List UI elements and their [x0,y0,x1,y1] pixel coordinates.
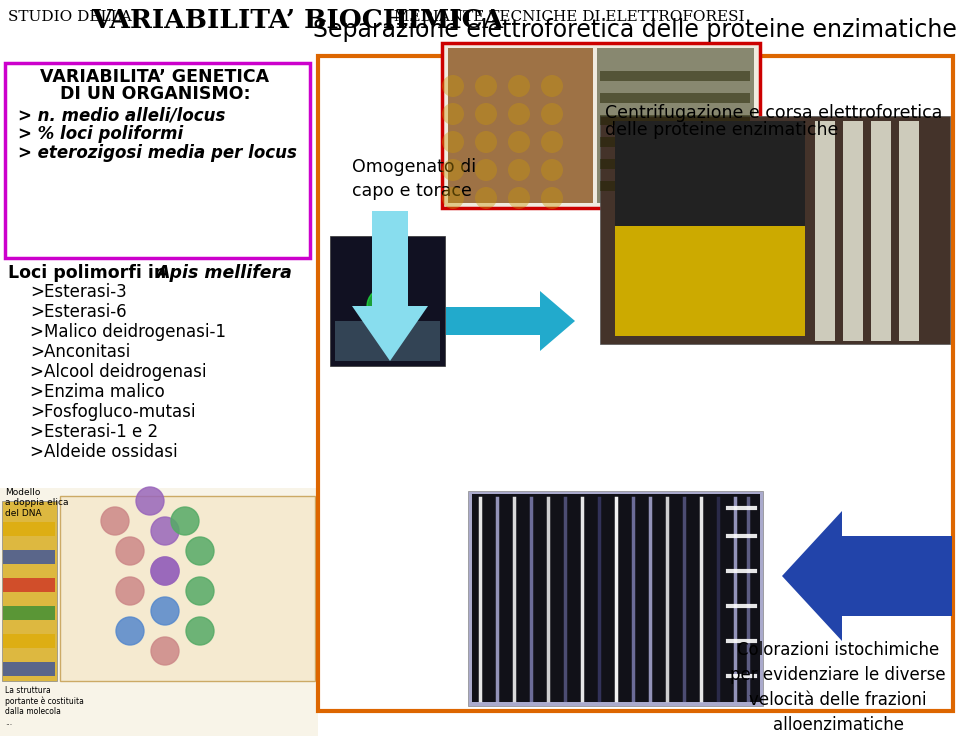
Circle shape [475,103,497,125]
Polygon shape [446,307,540,335]
FancyBboxPatch shape [335,321,440,361]
Polygon shape [842,536,952,616]
Text: >Enzima malico: >Enzima malico [30,383,165,401]
Circle shape [475,159,497,181]
Text: >Malico deidrogenasi-1: >Malico deidrogenasi-1 [30,323,226,341]
Text: Separazione elettroforetica delle proteine enzimatiche: Separazione elettroforetica delle protei… [313,18,957,42]
Circle shape [475,75,497,97]
Text: Loci polimorfi in: Loci polimorfi in [8,264,172,282]
FancyBboxPatch shape [3,662,55,676]
Circle shape [116,577,144,605]
FancyBboxPatch shape [815,121,835,341]
Circle shape [442,187,464,209]
Text: Apis mellifera: Apis mellifera [156,264,292,282]
Text: >Fosfogluco-mutasi: >Fosfogluco-mutasi [30,403,196,421]
Circle shape [151,597,179,625]
Circle shape [151,557,179,585]
Text: >Esterasi-6: >Esterasi-6 [30,303,127,321]
FancyBboxPatch shape [3,578,55,592]
Circle shape [116,617,144,645]
Text: >Esterasi-3: >Esterasi-3 [30,283,127,301]
FancyBboxPatch shape [330,236,445,366]
Circle shape [541,103,563,125]
Text: > n. medio alleli/locus: > n. medio alleli/locus [18,106,226,124]
Circle shape [541,75,563,97]
Circle shape [136,487,164,515]
FancyBboxPatch shape [468,491,763,706]
Circle shape [367,288,403,324]
Circle shape [116,537,144,565]
FancyBboxPatch shape [600,159,750,169]
Circle shape [541,159,563,181]
FancyBboxPatch shape [0,488,318,736]
FancyBboxPatch shape [600,181,750,191]
Text: >Anconitasi: >Anconitasi [30,343,131,361]
Circle shape [186,617,214,645]
FancyBboxPatch shape [597,48,754,203]
Circle shape [508,131,530,153]
Polygon shape [782,511,842,641]
Text: MEDIANTE TECNICHE DI ELETTROFORESI: MEDIANTE TECNICHE DI ELETTROFORESI [389,10,745,24]
Circle shape [442,103,464,125]
FancyBboxPatch shape [3,634,55,648]
Circle shape [186,537,214,565]
Circle shape [101,507,129,535]
Text: Omogenato di
capo e torace: Omogenato di capo e torace [352,158,476,199]
Text: VARIABILITA’ GENETICA: VARIABILITA’ GENETICA [40,68,270,86]
FancyBboxPatch shape [600,115,750,125]
Circle shape [541,187,563,209]
Circle shape [442,131,464,153]
FancyBboxPatch shape [600,116,950,344]
FancyBboxPatch shape [600,93,750,103]
Circle shape [442,159,464,181]
Text: delle proteine enzimatiche: delle proteine enzimatiche [605,121,838,139]
FancyBboxPatch shape [2,501,57,681]
Text: La struttura
portante è costituita
dalla molecola
...: La struttura portante è costituita dalla… [5,686,84,727]
Circle shape [475,131,497,153]
Text: > eterozigosi media per locus: > eterozigosi media per locus [18,144,297,162]
Text: VARIABILITA’ BIOCHIMICA: VARIABILITA’ BIOCHIMICA [91,8,503,33]
Text: >Aldeide ossidasi: >Aldeide ossidasi [30,443,178,461]
FancyBboxPatch shape [3,550,55,564]
Circle shape [508,159,530,181]
FancyBboxPatch shape [600,137,750,147]
FancyBboxPatch shape [5,63,310,258]
Circle shape [508,75,530,97]
Text: DI UN ORGANISMO:: DI UN ORGANISMO: [60,85,251,103]
Polygon shape [540,291,575,351]
Circle shape [186,577,214,605]
Text: > % loci poliformi: > % loci poliformi [18,125,183,143]
FancyBboxPatch shape [615,226,805,336]
FancyBboxPatch shape [472,494,760,702]
FancyBboxPatch shape [3,522,55,536]
Circle shape [151,557,179,585]
FancyBboxPatch shape [448,48,593,203]
Text: STUDIO DELLA: STUDIO DELLA [8,10,136,24]
FancyBboxPatch shape [899,121,919,341]
FancyBboxPatch shape [60,496,315,681]
FancyBboxPatch shape [871,121,891,341]
Circle shape [151,517,179,545]
FancyBboxPatch shape [3,606,55,620]
Circle shape [508,103,530,125]
FancyBboxPatch shape [843,121,863,341]
Circle shape [171,507,199,535]
FancyBboxPatch shape [442,43,760,208]
Circle shape [442,75,464,97]
Circle shape [508,187,530,209]
Text: Modello
a doppia elica
del DNA: Modello a doppia elica del DNA [5,488,68,518]
Polygon shape [352,306,428,361]
Circle shape [541,131,563,153]
Circle shape [475,187,497,209]
Text: >Alcool deidrogenasi: >Alcool deidrogenasi [30,363,206,381]
Text: >Esterasi-1 e 2: >Esterasi-1 e 2 [30,423,158,441]
Circle shape [151,637,179,665]
Polygon shape [372,211,408,306]
FancyBboxPatch shape [600,71,750,81]
FancyBboxPatch shape [318,56,953,711]
Text: Colorazioni istochimiche
per evidenziare le diverse
velocità delle frazioni
allo: Colorazioni istochimiche per evidenziare… [731,641,946,734]
Text: Centrifugazione e corsa elettroforetica: Centrifugazione e corsa elettroforetica [605,104,943,122]
FancyBboxPatch shape [615,121,805,226]
